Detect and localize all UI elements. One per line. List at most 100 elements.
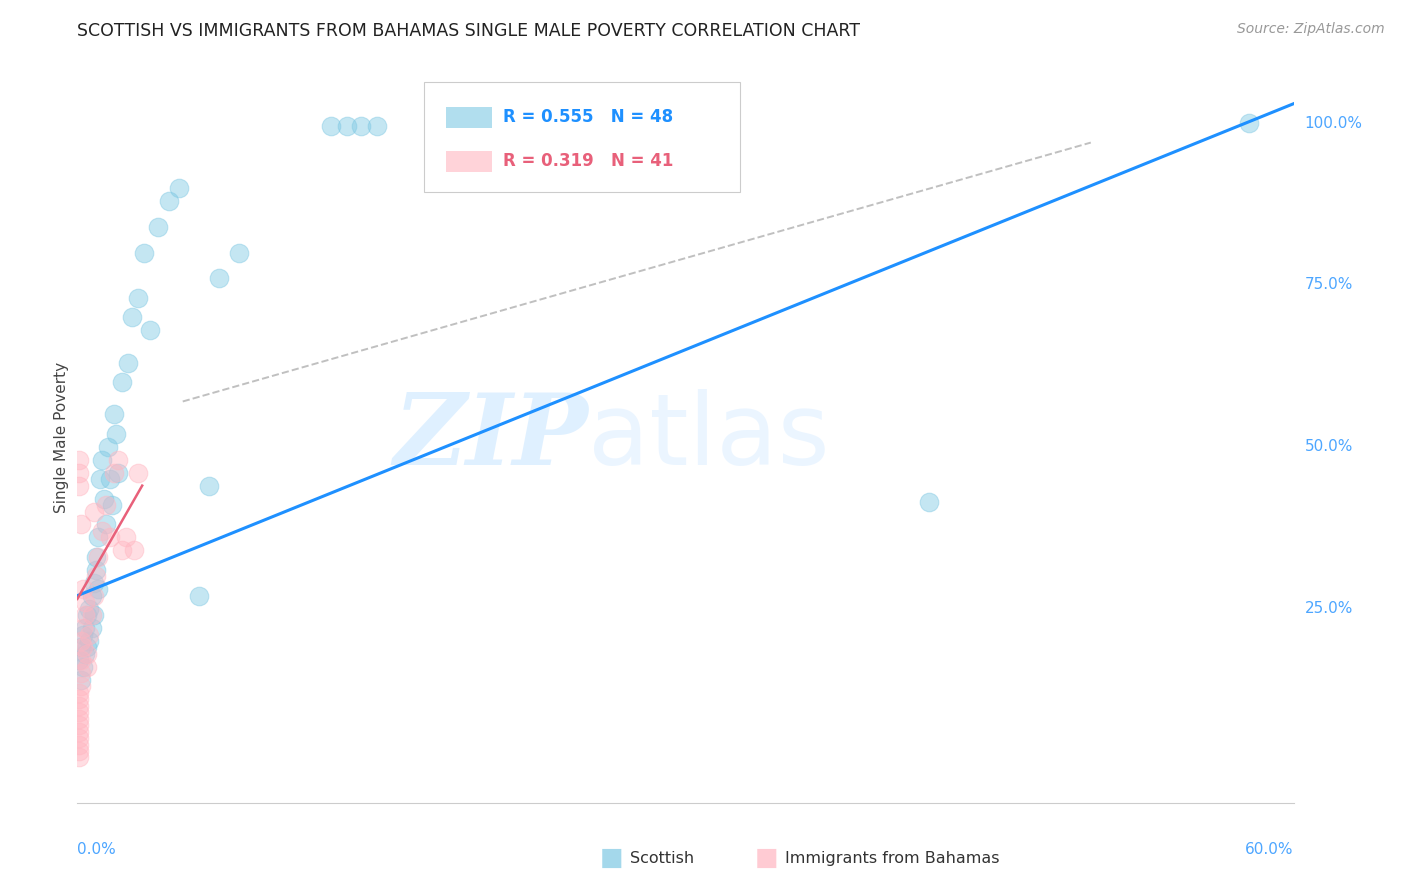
Point <box>107 452 129 467</box>
Point <box>101 498 124 512</box>
Point <box>107 466 129 480</box>
Text: ZIP: ZIP <box>394 389 588 485</box>
Point <box>117 356 139 370</box>
Point <box>148 219 170 234</box>
Point <box>97 440 120 454</box>
Point <box>72 582 94 597</box>
Point <box>76 640 98 655</box>
Text: SCOTTISH VS IMMIGRANTS FROM BAHAMAS SINGLE MALE POVERTY CORRELATION CHART: SCOTTISH VS IMMIGRANTS FROM BAHAMAS SING… <box>77 22 860 40</box>
Point <box>98 472 121 486</box>
Point <box>167 181 190 195</box>
Point <box>67 478 90 492</box>
Point <box>84 569 107 583</box>
Point <box>67 724 90 739</box>
Point <box>93 491 115 506</box>
Point <box>76 608 98 623</box>
Point <box>86 582 108 597</box>
Point <box>208 271 231 285</box>
Point <box>75 595 97 609</box>
FancyBboxPatch shape <box>425 82 740 192</box>
Text: 0.0%: 0.0% <box>77 842 117 856</box>
Point <box>75 608 97 623</box>
Point <box>98 530 121 544</box>
Point <box>67 738 90 752</box>
Point <box>67 466 90 480</box>
Point <box>80 589 103 603</box>
Point <box>67 705 90 719</box>
Point <box>83 589 105 603</box>
Point <box>89 472 111 486</box>
Point <box>157 194 180 208</box>
Point <box>94 517 117 532</box>
Point <box>1237 116 1260 130</box>
Text: 25.0%: 25.0% <box>1305 601 1353 616</box>
Text: 60.0%: 60.0% <box>1246 842 1294 856</box>
Point <box>86 549 108 564</box>
Point <box>127 466 149 480</box>
Point <box>67 731 90 745</box>
Point <box>79 634 101 648</box>
Point <box>79 601 101 615</box>
Point <box>90 452 112 467</box>
Point <box>76 647 98 661</box>
Point <box>80 608 103 623</box>
Y-axis label: Single Male Poverty: Single Male Poverty <box>53 361 69 513</box>
Point <box>67 686 90 700</box>
Point <box>103 408 125 422</box>
Point <box>319 120 342 134</box>
Point <box>127 291 149 305</box>
Point <box>67 452 90 467</box>
Point <box>188 589 211 603</box>
Point <box>111 375 134 389</box>
FancyBboxPatch shape <box>446 151 492 171</box>
Point <box>103 466 125 480</box>
Text: Immigrants from Bahamas: Immigrants from Bahamas <box>785 851 1000 865</box>
Point <box>90 524 112 538</box>
Point <box>75 621 97 635</box>
Point <box>67 653 90 667</box>
Point <box>366 120 388 134</box>
Point <box>70 653 93 667</box>
Point <box>70 673 93 687</box>
Point <box>83 608 105 623</box>
Point <box>67 712 90 726</box>
Point <box>134 245 156 260</box>
Point <box>70 666 93 681</box>
Point <box>83 575 105 590</box>
Point <box>70 517 93 532</box>
Point <box>336 120 359 134</box>
Text: R = 0.319   N = 41: R = 0.319 N = 41 <box>503 153 673 170</box>
Point <box>104 426 127 441</box>
Point <box>139 323 162 337</box>
Point <box>75 647 97 661</box>
Text: atlas: atlas <box>588 389 830 485</box>
Point <box>86 530 108 544</box>
Text: ■: ■ <box>755 847 778 870</box>
Point <box>67 744 90 758</box>
Text: R = 0.555   N = 48: R = 0.555 N = 48 <box>503 109 673 127</box>
Point <box>70 679 93 693</box>
Point <box>94 498 117 512</box>
Point <box>115 530 138 544</box>
Point <box>67 750 90 764</box>
Point <box>122 543 145 558</box>
Point <box>72 627 94 641</box>
Point <box>111 543 134 558</box>
Point <box>80 621 103 635</box>
Point <box>70 640 93 655</box>
Text: ■: ■ <box>600 847 623 870</box>
Point <box>67 692 90 706</box>
Point <box>918 495 941 509</box>
Point <box>121 310 143 325</box>
Point <box>72 660 94 674</box>
Point <box>76 660 98 674</box>
Point <box>72 640 94 655</box>
Text: 100.0%: 100.0% <box>1305 116 1362 130</box>
Text: Source: ZipAtlas.com: Source: ZipAtlas.com <box>1237 22 1385 37</box>
Text: 50.0%: 50.0% <box>1305 439 1353 454</box>
Point <box>83 504 105 518</box>
Point <box>350 120 373 134</box>
Point <box>79 627 101 641</box>
Point <box>67 698 90 713</box>
FancyBboxPatch shape <box>446 107 492 128</box>
